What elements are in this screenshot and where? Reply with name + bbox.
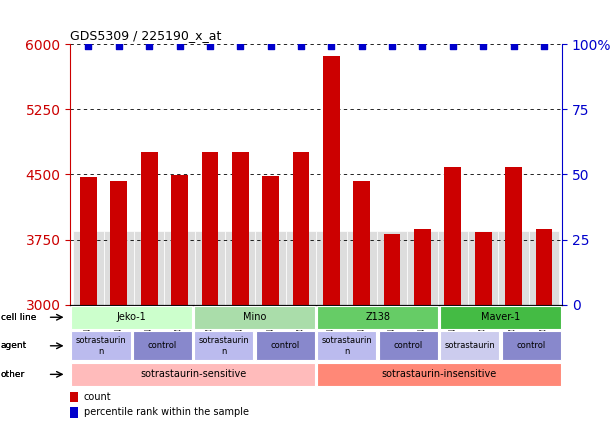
Bar [441, 305, 561, 329]
Bar [133, 331, 192, 360]
Point [175, 42, 185, 49]
Bar [346, 231, 377, 305]
Bar [441, 331, 499, 360]
Bar [475, 232, 491, 305]
Point [266, 42, 276, 49]
Bar [171, 176, 188, 305]
Bar [141, 152, 158, 305]
Bar [536, 229, 552, 305]
Bar [164, 231, 195, 305]
Bar [414, 229, 431, 305]
Bar [353, 181, 370, 305]
Point [387, 42, 397, 49]
Bar [318, 363, 561, 386]
Point [417, 42, 427, 49]
Bar [256, 331, 315, 360]
Bar [379, 331, 438, 360]
Bar [194, 331, 254, 360]
Bar [499, 231, 529, 305]
Bar [111, 181, 127, 305]
Text: sotrastaurin
n: sotrastaurin n [76, 336, 126, 355]
Bar [384, 234, 400, 305]
Point [205, 42, 215, 49]
Bar [71, 305, 192, 329]
Text: control: control [271, 341, 300, 350]
Bar [316, 231, 346, 305]
Point [357, 42, 367, 49]
Bar [255, 231, 286, 305]
Text: sotrastaurin-sensitive: sotrastaurin-sensitive [140, 369, 246, 379]
Text: Maver-1: Maver-1 [481, 312, 520, 322]
Point [144, 42, 154, 49]
Bar [262, 176, 279, 305]
Text: other: other [1, 370, 25, 379]
Point [508, 42, 518, 49]
Point [448, 42, 458, 49]
Bar [444, 167, 461, 305]
Bar [70, 407, 78, 418]
Bar [195, 231, 225, 305]
Point [539, 42, 549, 49]
Bar [377, 231, 408, 305]
Bar [194, 305, 315, 329]
Text: sotrastaurin-insensitive: sotrastaurin-insensitive [381, 369, 497, 379]
Bar [502, 331, 561, 360]
Point [235, 42, 245, 49]
Bar [323, 56, 340, 305]
Bar [71, 331, 131, 360]
Text: sotrastaurin
n: sotrastaurin n [321, 336, 372, 355]
Point [478, 42, 488, 49]
Bar [104, 231, 134, 305]
Text: agent: agent [1, 341, 27, 350]
Text: cell line: cell line [1, 313, 36, 322]
Point [114, 42, 124, 49]
Bar [70, 392, 78, 402]
Bar [71, 363, 315, 386]
Bar [529, 231, 559, 305]
Text: sotrastaurin
n: sotrastaurin n [199, 336, 249, 355]
Bar [202, 152, 218, 305]
Text: GDS5309 / 225190_x_at: GDS5309 / 225190_x_at [70, 29, 222, 42]
Text: control: control [517, 341, 546, 350]
Text: percentile rank within the sample: percentile rank within the sample [84, 407, 249, 418]
Text: agent: agent [1, 341, 27, 350]
Text: other: other [1, 370, 25, 379]
Bar [505, 167, 522, 305]
Bar [318, 331, 376, 360]
Text: Mino: Mino [243, 312, 266, 322]
Bar [80, 177, 97, 305]
Point [296, 42, 306, 49]
Point [84, 42, 93, 49]
Bar [318, 305, 438, 329]
Text: cell line: cell line [1, 313, 36, 322]
Bar [286, 231, 316, 305]
Text: count: count [84, 392, 111, 402]
Bar [437, 231, 468, 305]
Bar [408, 231, 437, 305]
Bar [232, 152, 249, 305]
Text: Z138: Z138 [365, 312, 390, 322]
Text: control: control [148, 341, 177, 350]
Bar [73, 231, 104, 305]
Text: Jeko-1: Jeko-1 [117, 312, 147, 322]
Bar [293, 152, 309, 305]
Text: control: control [394, 341, 423, 350]
Bar [468, 231, 499, 305]
Point [326, 42, 336, 49]
Bar [225, 231, 255, 305]
Text: sotrastaurin: sotrastaurin [445, 341, 496, 350]
Bar [134, 231, 164, 305]
